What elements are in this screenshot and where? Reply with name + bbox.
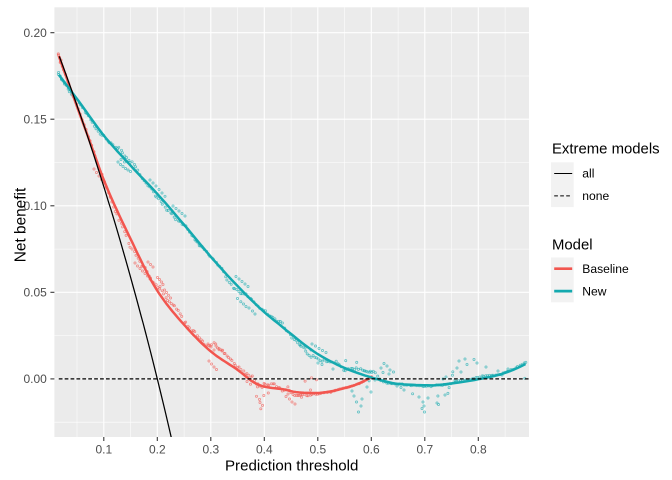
svg-text:Baseline: Baseline	[582, 262, 629, 276]
svg-text:0.2: 0.2	[149, 443, 166, 457]
svg-text:Extreme models: Extreme models	[552, 142, 660, 158]
svg-text:none: none	[582, 189, 609, 203]
svg-text:Net benefit: Net benefit	[12, 187, 29, 262]
svg-text:Model: Model	[552, 237, 593, 253]
svg-text:New: New	[582, 284, 606, 298]
svg-text:0.20: 0.20	[23, 26, 47, 40]
svg-text:0.3: 0.3	[202, 443, 219, 457]
svg-text:0.05: 0.05	[23, 286, 47, 300]
svg-text:0.5: 0.5	[309, 443, 326, 457]
svg-text:0.15: 0.15	[23, 113, 47, 127]
svg-text:0.1: 0.1	[95, 443, 112, 457]
svg-text:Prediction threshold: Prediction threshold	[225, 457, 358, 474]
svg-text:0.6: 0.6	[363, 443, 380, 457]
svg-text:all: all	[582, 167, 594, 181]
svg-text:0.10: 0.10	[23, 199, 47, 213]
svg-text:0.4: 0.4	[256, 443, 273, 457]
svg-text:0.8: 0.8	[470, 443, 487, 457]
svg-text:0.7: 0.7	[416, 443, 433, 457]
svg-text:0.00: 0.00	[23, 372, 47, 386]
